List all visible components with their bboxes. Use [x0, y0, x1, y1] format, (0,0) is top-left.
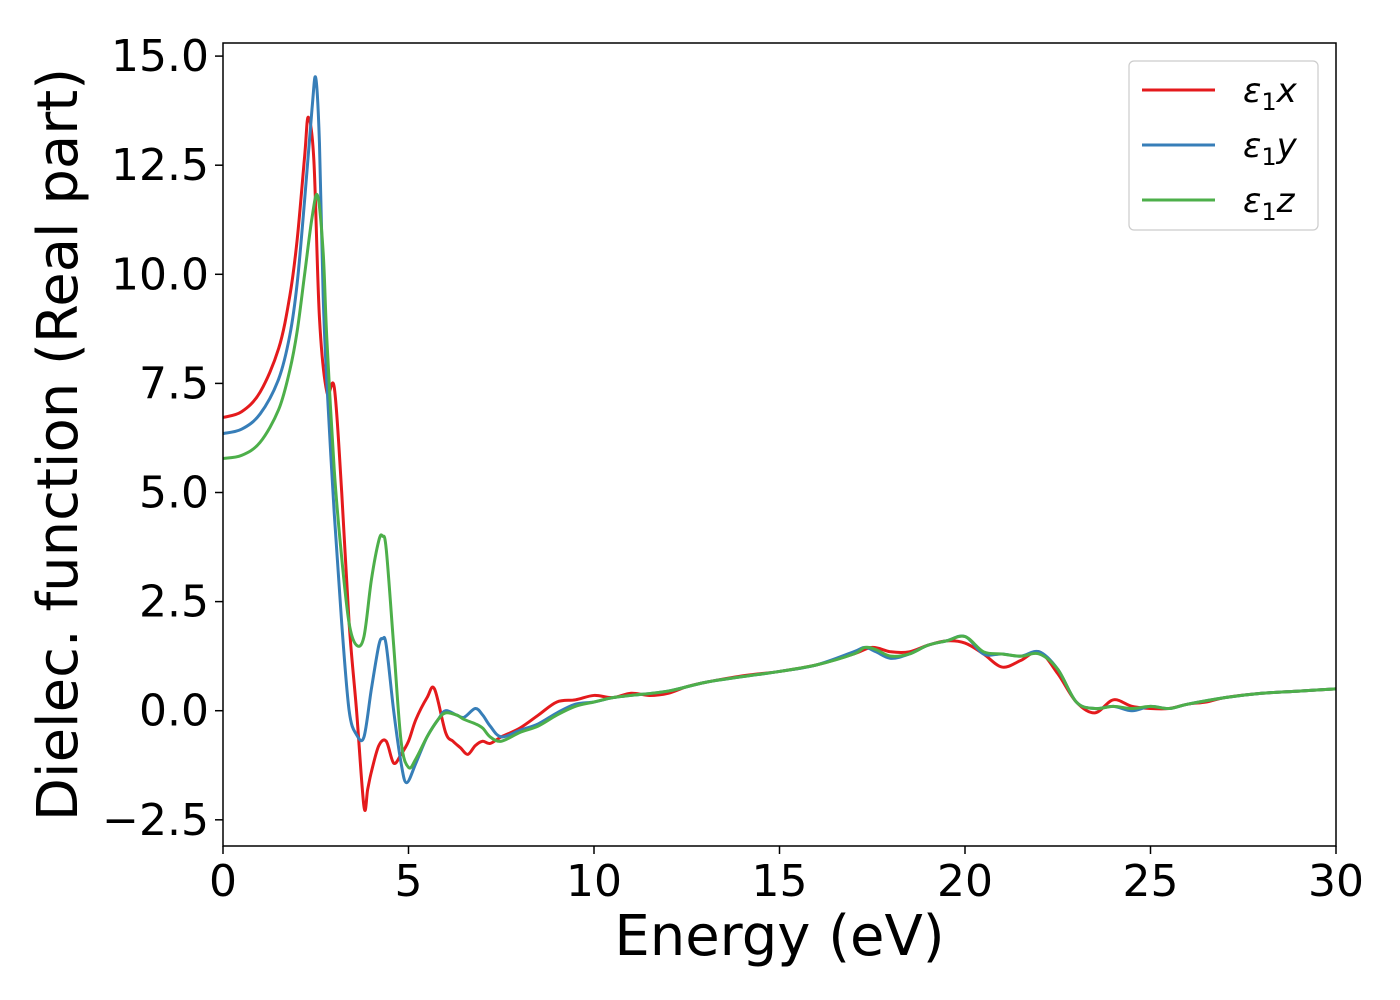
x-tick-label: 25 [1123, 856, 1179, 907]
x-axis-ticks: 0 5 10 15 20 25 30 [209, 846, 1364, 907]
x-tick-label: 15 [752, 856, 808, 907]
series-line-y [222, 75, 1337, 785]
y-tick-label: −2.5 [102, 795, 209, 846]
series-line-z [222, 192, 1337, 770]
legend-label-x: ε1x [1243, 71, 1298, 116]
y-axis-ticks: −2.5 0.0 2.5 5.0 7.5 10.0 12.5 15.0 [102, 31, 223, 846]
y-tick-label: 5.0 [139, 468, 209, 519]
legend-label-z: ε1z [1243, 181, 1296, 226]
x-tick-label: 30 [1308, 856, 1364, 907]
x-tick-label: 20 [937, 856, 993, 907]
y-tick-label: 0.0 [139, 686, 209, 737]
y-axis-label: Dielec. function (Real part) [26, 68, 91, 821]
x-tick-label: 0 [209, 856, 237, 907]
legend-box [1128, 60, 1319, 231]
y-tick-label: 10.0 [111, 249, 209, 300]
legend: ε1x ε1y ε1z [1128, 60, 1319, 231]
y-tick-label: 7.5 [139, 358, 209, 409]
series-layer [222, 75, 1337, 812]
x-axis-label: Energy (eV) [614, 904, 944, 969]
y-tick-label: 2.5 [139, 577, 209, 628]
x-tick-label: 10 [566, 856, 622, 907]
y-tick-label: 15.0 [111, 31, 209, 82]
series-line-x [222, 115, 1337, 812]
x-tick-label: 5 [395, 856, 423, 907]
legend-label-y: ε1y [1243, 126, 1298, 171]
y-tick-label: 12.5 [111, 140, 209, 191]
